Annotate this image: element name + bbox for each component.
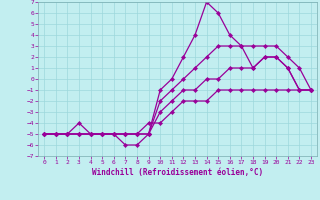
X-axis label: Windchill (Refroidissement éolien,°C): Windchill (Refroidissement éolien,°C) bbox=[92, 168, 263, 177]
